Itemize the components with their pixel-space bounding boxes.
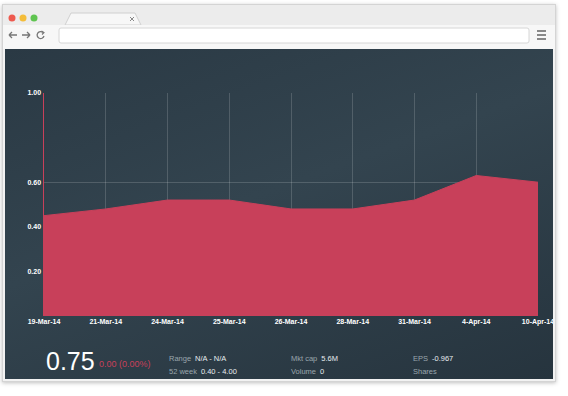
svg-text:26-Mar-14: 26-Mar-14 (275, 318, 308, 325)
html-text:Range N/A - N/A: Range N/A - N/A (169, 354, 227, 363)
svg-text:25-Mar-14: 25-Mar-14 (213, 318, 246, 325)
html-text:EPS: EPS (413, 354, 428, 363)
svg-text:24-Mar-14: 24-Mar-14 (151, 318, 184, 325)
html-text:0.75: 0.75 (46, 347, 95, 375)
svg-text:1.00: 1.00 (27, 89, 41, 96)
html-text:-0.967: -0.967 (432, 354, 454, 363)
html-text:Mkt cap 5.6M: Mkt cap 5.6M (291, 354, 338, 363)
html-text:52 week 0.40 - 4.00: 52 week 0.40 - 4.00 (169, 367, 237, 376)
svg-text:21-Mar-14: 21-Mar-14 (89, 318, 122, 325)
html-text:Volume: Volume (291, 367, 316, 376)
svg-text:0.20: 0.20 (27, 268, 41, 275)
svg-text:28-Mar-14: 28-Mar-14 (336, 318, 369, 325)
svg-text:4-Apr-14: 4-Apr-14 (462, 318, 491, 326)
html-text:0: 0 (320, 367, 325, 376)
svg-text:0.60: 0.60 (27, 179, 41, 186)
svg-text:31-Mar-14: 31-Mar-14 (398, 318, 431, 325)
svg-text:10-Apr-14: 10-Apr-14 (522, 318, 553, 326)
svg-text:19-Mar-14: 19-Mar-14 (28, 318, 61, 325)
html-text:0.00 (0.00%): 0.00 (0.00%) (99, 359, 151, 369)
html-text:Shares: Shares (413, 367, 437, 376)
svg-text:0.40: 0.40 (27, 223, 41, 230)
